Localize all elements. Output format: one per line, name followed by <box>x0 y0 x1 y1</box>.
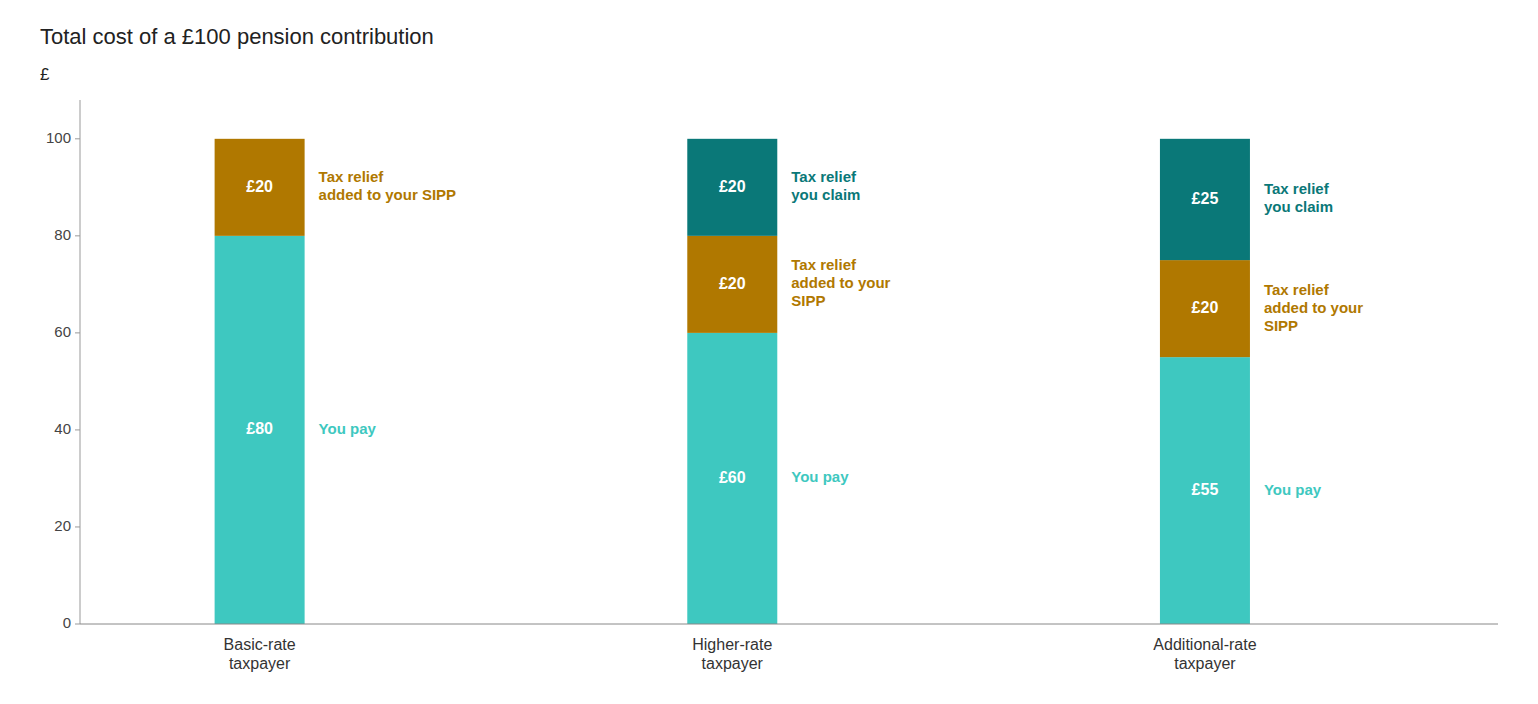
annotation: Tax reliefyou claim <box>791 168 860 203</box>
bar-segment <box>215 236 305 624</box>
data-label: £80 <box>246 420 273 437</box>
annotation: You pay <box>1264 481 1322 498</box>
bar-segment <box>687 333 777 624</box>
data-label: £25 <box>1192 190 1219 207</box>
y-tick-label: 20 <box>54 517 71 534</box>
y-tick <box>75 332 80 333</box>
y-tick <box>75 624 80 625</box>
x-tick-label: Additional-ratetaxpayer <box>1153 636 1256 672</box>
data-label: £20 <box>719 275 746 292</box>
x-axis-line <box>80 624 1498 625</box>
y-axis-line <box>80 100 81 624</box>
bar-segment <box>1160 139 1250 260</box>
bar-segment <box>1160 260 1250 357</box>
y-tick-label: 80 <box>54 226 71 243</box>
annotation: Tax reliefadded to your SIPP <box>319 168 457 203</box>
annotation: Tax reliefadded to yourSIPP <box>1264 281 1363 334</box>
bar-segment <box>687 139 777 236</box>
data-label: £60 <box>719 469 746 486</box>
y-axis-label: £ <box>40 65 50 84</box>
annotation: You pay <box>319 420 377 437</box>
annotation: You pay <box>791 468 849 485</box>
x-tick-label: Basic-ratetaxpayer <box>224 636 296 672</box>
annotation: Tax reliefadded to yourSIPP <box>791 256 890 309</box>
bar-segment <box>1160 357 1250 624</box>
y-tick-label: 40 <box>54 420 71 437</box>
data-label: £20 <box>246 178 273 195</box>
y-tick <box>75 138 80 139</box>
title: Total cost of a £100 pension contributio… <box>40 24 434 49</box>
data-label: £20 <box>1192 299 1219 316</box>
data-label: £55 <box>1192 481 1219 498</box>
y-tick <box>75 429 80 430</box>
y-tick-label: 60 <box>54 323 71 340</box>
labels: £80 You pay £20 Tax reliefadded to your SIP… <box>246 168 1363 498</box>
y-tick <box>75 235 80 236</box>
x-tick-label: Higher-ratetaxpayer <box>692 636 772 672</box>
chart: Total cost of a £100 pension contributio… <box>0 0 1538 704</box>
y-tick <box>75 526 80 527</box>
bar-segment <box>215 138 305 139</box>
bar-segment <box>215 139 305 236</box>
annotation: Tax reliefyou claim <box>1264 180 1333 215</box>
y-tick-label: 0 <box>63 614 71 631</box>
y-tick-label: 100 <box>46 129 71 146</box>
bars <box>215 139 1250 624</box>
data-label: £20 <box>719 178 746 195</box>
bar-segment <box>687 236 777 333</box>
